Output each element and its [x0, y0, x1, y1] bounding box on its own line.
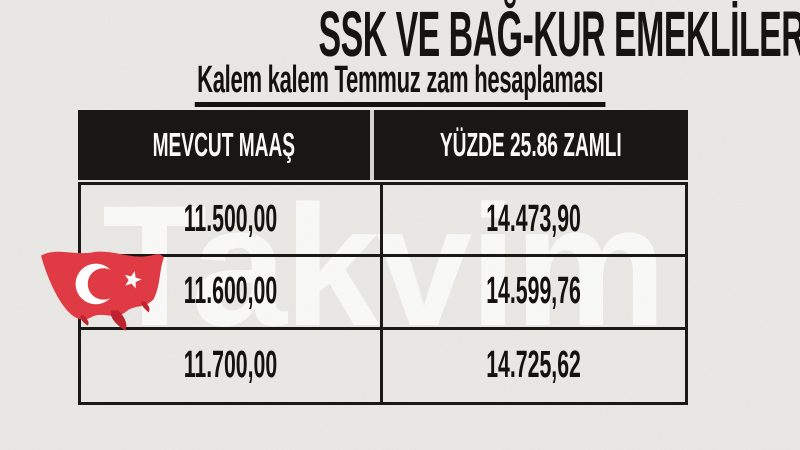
header-cell-raised-salary-label: YÜZDE 25.86 ZAMLI	[440, 126, 623, 163]
table-cell: 14.473,90	[383, 185, 685, 258]
salary-table-body: 11.500,00 14.473,90 11.600,00 14.599,76 …	[78, 182, 688, 405]
header-cell-current-salary: MEVCUT MAAŞ	[78, 110, 370, 180]
cell-value: 14.473,90	[486, 198, 582, 241]
page-subtitle: Kalem kalem Temmuz zam hesaplaması	[0, 61, 800, 107]
header-cell-current-salary-label: MEVCUT MAAŞ	[152, 126, 296, 163]
salary-table-header-row: MEVCUT MAAŞ YÜZDE 25.86 ZAMLI	[78, 110, 688, 180]
page-title-text: SSK VE BAĞ-KUR EMEKLİLERİ NE ALACAK?	[318, 0, 800, 70]
cell-value: 11.500,00	[183, 198, 278, 241]
page-subtitle-text: Kalem kalem Temmuz zam hesaplaması	[194, 61, 606, 107]
cell-value: 14.599,76	[486, 270, 582, 313]
turkish-flag-icon	[41, 251, 164, 331]
salary-table: MEVCUT MAAŞ YÜZDE 25.86 ZAMLI 11.500,00 …	[78, 110, 688, 405]
table-cell: 11.700,00	[81, 329, 383, 402]
cell-value: 14.725,62	[486, 344, 582, 387]
cell-value: 11.700,00	[183, 344, 278, 387]
table-cell: 14.599,76	[383, 257, 685, 330]
cell-value: 11.600,00	[183, 270, 278, 313]
page-title: SSK VE BAĞ-KUR EMEKLİLERİ NE ALACAK?	[0, 2, 800, 66]
table-cell: 14.725,62	[383, 330, 685, 402]
header-cell-raised-salary: YÜZDE 25.86 ZAMLI	[370, 110, 688, 180]
